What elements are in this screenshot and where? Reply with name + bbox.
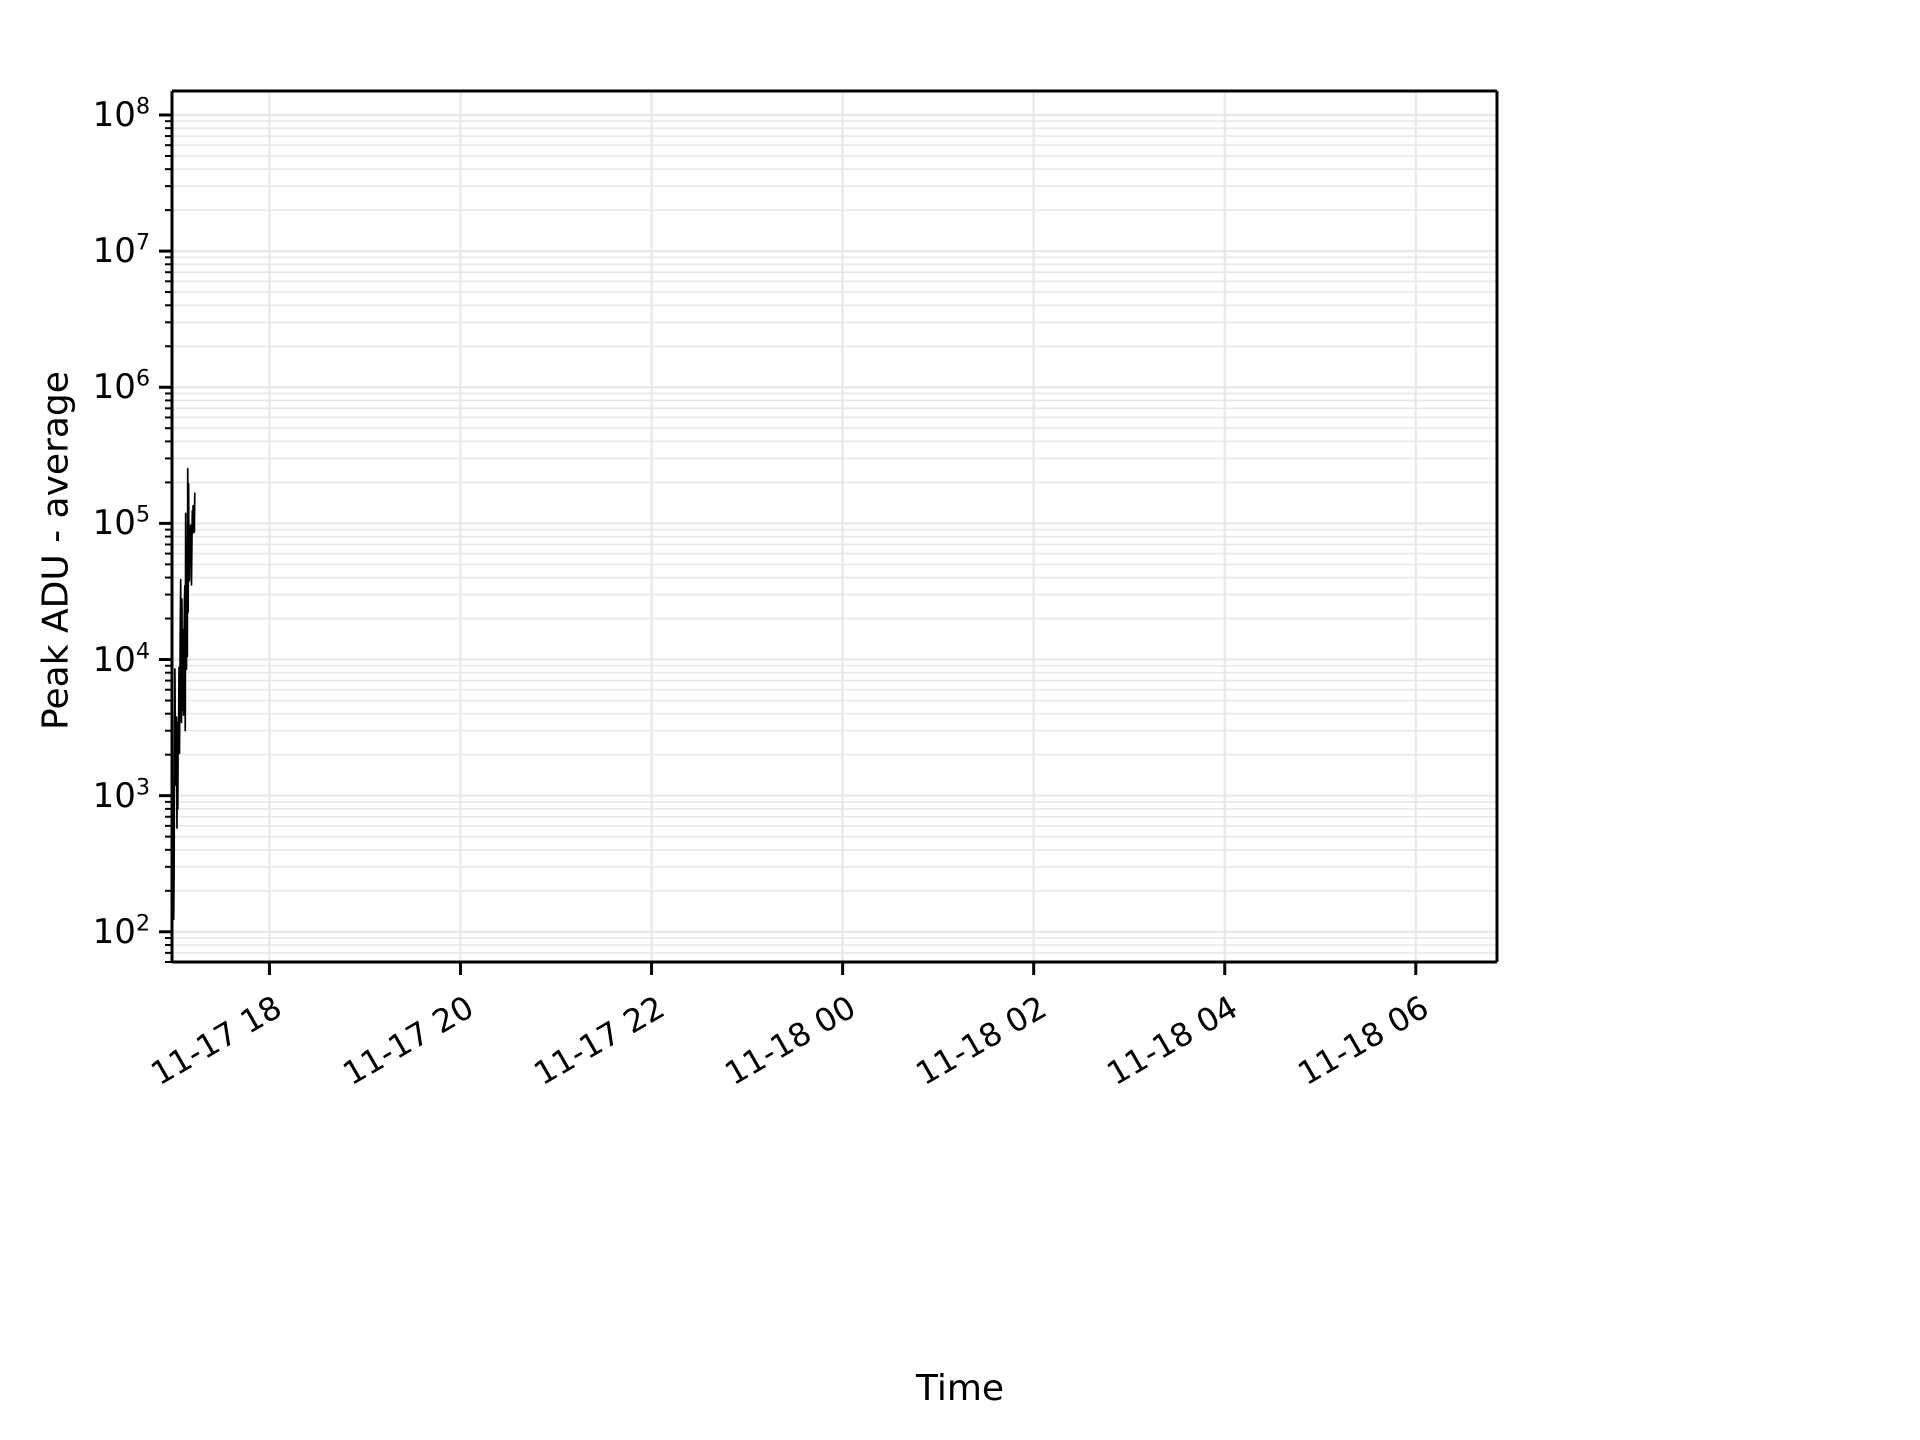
- y-tick-label: 106: [92, 365, 150, 408]
- y-tick-label: 105: [92, 502, 150, 544]
- x-ticks: [267, 962, 1418, 975]
- data-line: [171, 467, 196, 960]
- y-axis-title: Peak ADU - average: [35, 371, 77, 730]
- y-tick-label: 107: [92, 229, 150, 272]
- x-axis-title: Time: [915, 1368, 1005, 1409]
- gridlines: [172, 91, 1497, 963]
- y-ticks: [159, 113, 172, 963]
- y-tick-label: 108: [92, 93, 150, 135]
- axes-spines: [170, 89, 1499, 964]
- y-tick-label: 103: [92, 774, 150, 816]
- y-tick-label: 104: [92, 638, 150, 680]
- y-tick-label: 102: [92, 910, 150, 952]
